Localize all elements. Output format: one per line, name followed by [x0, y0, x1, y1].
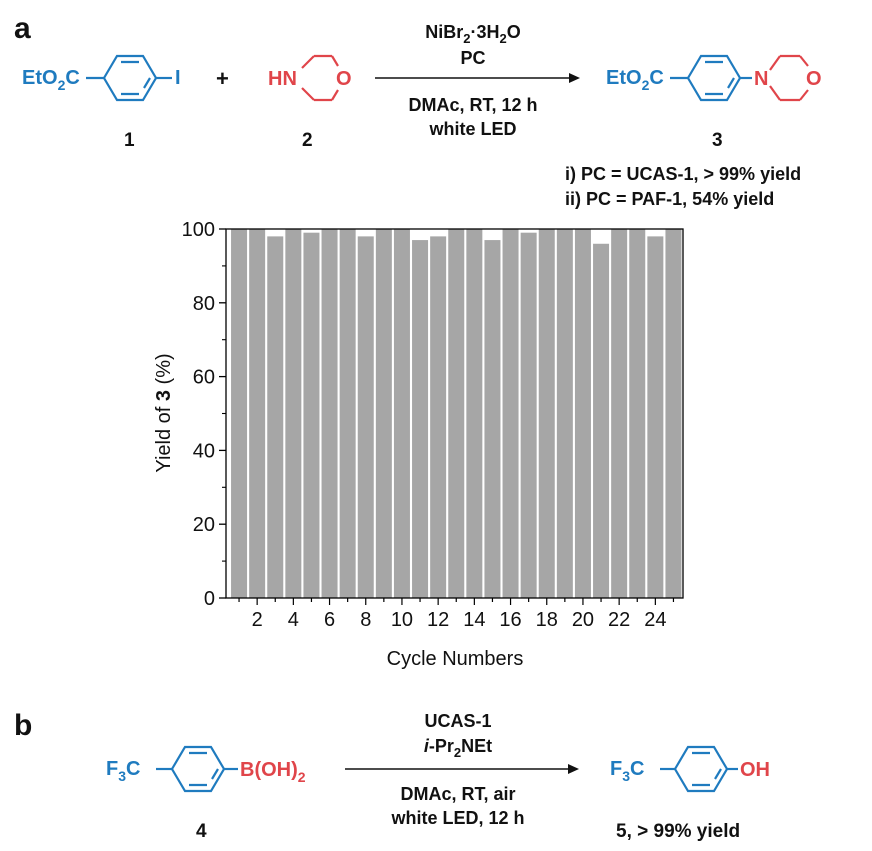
bars-group [231, 229, 682, 598]
note-ucas: i) PC = UCAS-1, > 99% yield [565, 164, 801, 184]
reactant-4-trifluoromethyl: F3C [106, 758, 140, 784]
y-tick-label: 0 [204, 588, 215, 610]
y-tick-label: 40 [193, 440, 215, 462]
note-paf: ii) PC = PAF-1, 54% yield [565, 189, 774, 209]
bar-cycle-3 [267, 236, 284, 598]
reactant-1-benzene-ring [86, 54, 172, 102]
reaction-arrow-a [375, 73, 580, 83]
y-tick-label: 80 [193, 293, 215, 315]
conditions-b-line2: white LED, 12 h [390, 808, 524, 828]
product-3-benzene-ring [670, 54, 752, 102]
x-tick-label: 20 [572, 609, 594, 631]
reactant-4-benzene-ring [156, 745, 238, 793]
bar-cycle-13 [448, 229, 465, 598]
y-axis-label: Yield of 3 (%) [153, 353, 175, 472]
x-tick-label: 22 [608, 609, 630, 631]
reactant-1-number: 1 [124, 130, 135, 151]
bar-cycle-5 [303, 232, 320, 598]
x-axis-label: Cycle Numbers [387, 648, 524, 670]
plus-sign: + [216, 66, 229, 91]
product-3-oxygen: O [806, 68, 822, 90]
x-tick-label: 14 [463, 609, 485, 631]
product-5-trifluoromethyl: F3C [610, 758, 644, 784]
bar-cycle-8 [357, 236, 374, 598]
panel-a-label: a [14, 12, 31, 45]
conditions-a-line2: white LED [428, 119, 516, 139]
y-tick-label: 100 [182, 219, 215, 241]
y-axis: 0 20 40 60 80 100 [182, 219, 226, 610]
bar-cycle-22 [611, 229, 628, 598]
bar-cycle-1 [231, 229, 248, 598]
conditions-b-line1: DMAc, RT, air [400, 784, 515, 804]
reactant-4-number: 4 [196, 821, 207, 842]
morpholine-oxygen: O [336, 68, 352, 90]
reaction-arrow-b [345, 764, 579, 774]
x-tick-label: 16 [499, 609, 521, 631]
x-tick-label: 10 [391, 609, 413, 631]
x-tick-label: 6 [324, 609, 335, 631]
conditions-b-catalyst: UCAS-1 [424, 711, 491, 731]
bar-cycle-16 [502, 229, 519, 598]
y-tick-label: 20 [193, 514, 215, 536]
bar-cycle-10 [393, 229, 410, 598]
x-tick-label: 18 [536, 609, 558, 631]
x-tick-label: 24 [644, 609, 666, 631]
y-tick-label: 60 [193, 367, 215, 389]
x-tick-label: 2 [252, 609, 263, 631]
bar-cycle-4 [285, 229, 302, 598]
reactant-4-boronic-acid: B(OH)2 [240, 759, 306, 785]
bar-cycle-25 [665, 229, 682, 598]
product-5-hydroxyl: OH [740, 759, 770, 781]
x-tick-label: 4 [288, 609, 299, 631]
product-5-benzene-ring [660, 745, 738, 793]
morpholine-amine: HN [268, 68, 297, 90]
product-3-nitrogen: N [754, 68, 768, 90]
bar-cycle-18 [538, 229, 555, 598]
bar-cycle-21 [593, 243, 610, 598]
x-tick-label: 12 [427, 609, 449, 631]
bar-cycle-15 [484, 240, 501, 598]
bar-cycle-7 [339, 229, 356, 598]
bar-cycle-17 [520, 232, 537, 598]
reactant-1-iodine: I [175, 67, 181, 89]
conditions-a-line1: DMAc, RT, 12 h [408, 95, 537, 115]
x-axis: 2 4 6 8 10 12 14 16 18 20 22 24 [238, 598, 675, 631]
morpholine-ring [301, 54, 339, 102]
product-3-number: 3 [712, 130, 723, 151]
bar-cycle-2 [249, 229, 266, 598]
bar-cycle-6 [321, 229, 338, 598]
bar-cycle-12 [430, 236, 447, 598]
bar-cycle-20 [574, 229, 591, 598]
product-3-ester: EtO2C [606, 67, 664, 93]
photocatalyst-label: PC [460, 48, 485, 68]
conditions-b-base: i-Pr2NEt [424, 736, 492, 760]
bar-cycle-9 [375, 229, 392, 598]
panel-b-label: b [14, 709, 32, 742]
catalyst-nickel: NiBr2·3H2O [425, 22, 521, 46]
x-tick-label: 8 [360, 609, 371, 631]
bar-cycle-14 [466, 229, 483, 598]
bar-cycle-24 [647, 236, 664, 598]
product-5-label: 5, > 99% yield [616, 821, 740, 842]
reactant-2-number: 2 [302, 130, 313, 151]
bar-cycle-11 [412, 240, 429, 598]
product-3-morpholine-ring [769, 54, 809, 102]
reactant-1-ester: EtO2C [22, 67, 80, 93]
bar-cycle-19 [556, 229, 573, 598]
bar-cycle-23 [629, 229, 646, 598]
